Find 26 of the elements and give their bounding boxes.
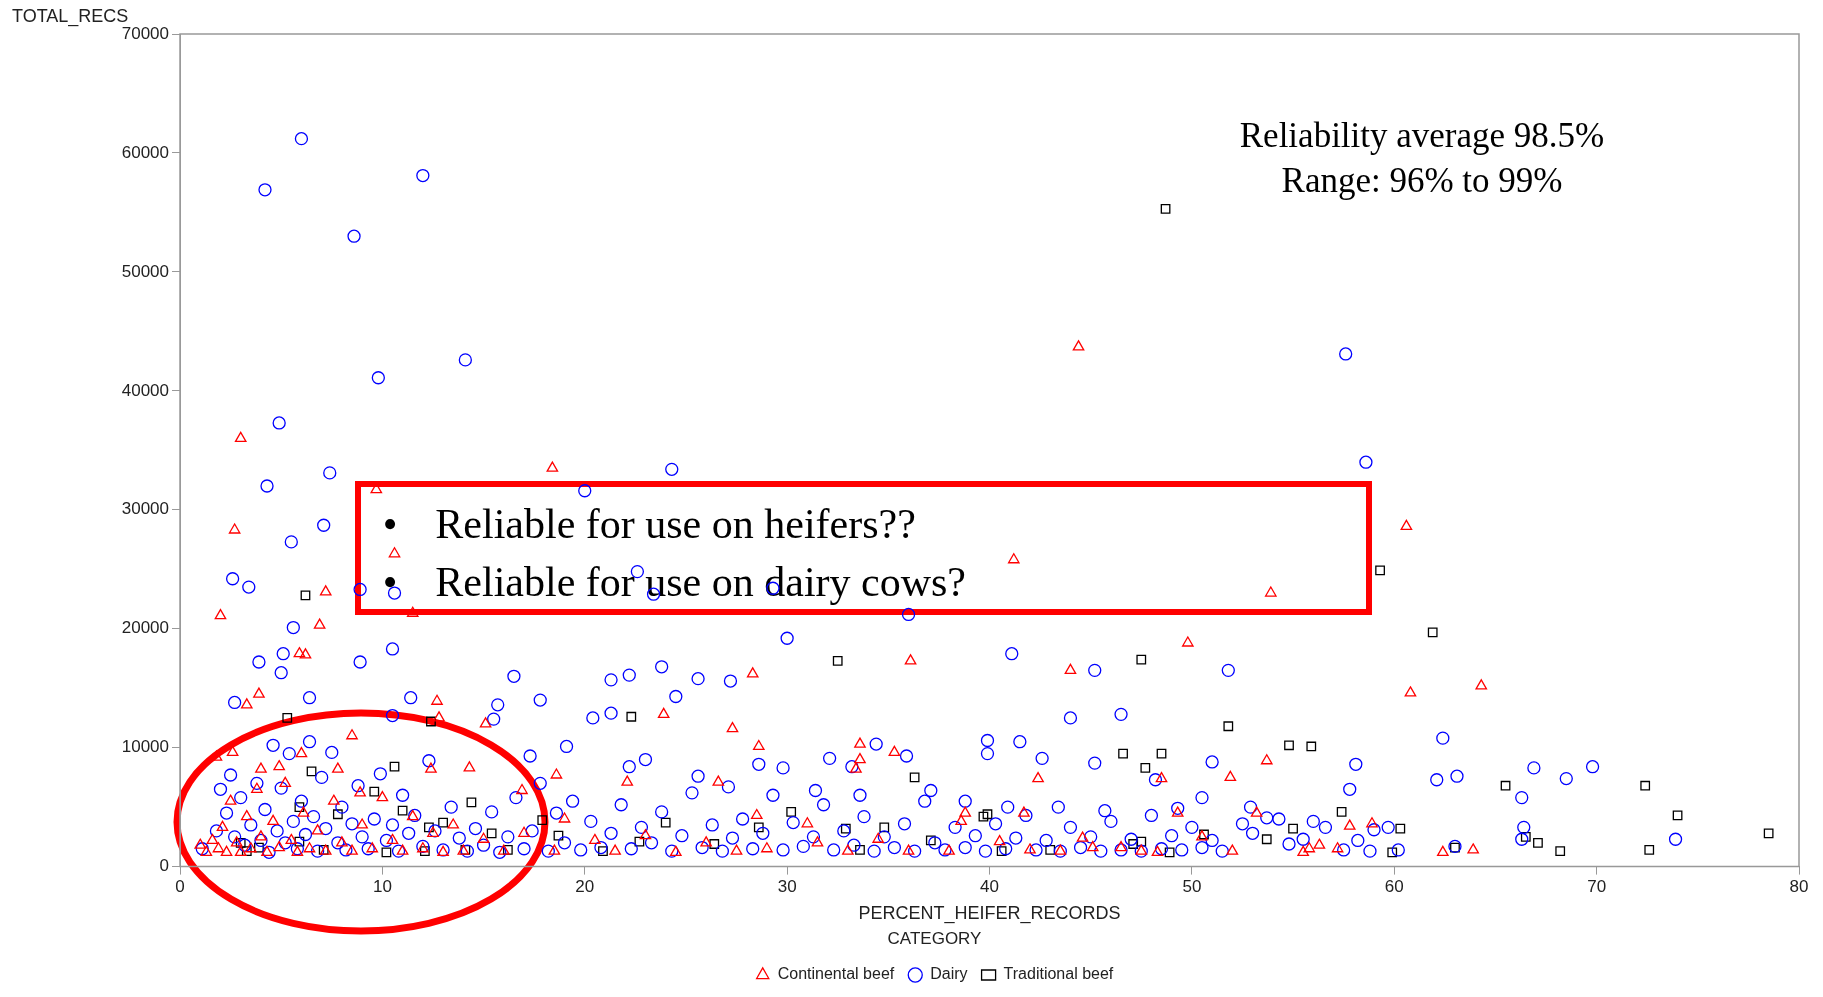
legend-label: Continental beef	[777, 965, 895, 983]
y-tick-label: 20000	[121, 618, 169, 638]
x-tick-label: 80	[1789, 877, 1809, 897]
x-tick-label: 30	[777, 877, 797, 897]
x-tick-label: 40	[980, 877, 999, 897]
legend-label: Dairy	[930, 965, 968, 983]
x-tick-label: 50	[1182, 877, 1202, 897]
y-tick-label: 30000	[121, 499, 169, 519]
y-tick-label: 0	[159, 856, 169, 876]
legend-title: CATEGORY	[887, 928, 982, 948]
annotation: Reliability average 98.5%	[1239, 115, 1605, 158]
x-tick-label: 10	[372, 877, 392, 897]
annotation: • Reliable for use on dairy cows?	[382, 558, 967, 608]
x-tick-label: 70	[1587, 877, 1607, 897]
y-tick-label: 40000	[121, 380, 169, 400]
callout-box: • Reliable for use on heifers?? • Reliable for use on dairy cows?	[354, 481, 1372, 616]
y-tick-label: 10000	[121, 737, 169, 757]
x-tick-label: 0	[175, 877, 185, 897]
annotation: Range: 96% to 99%	[1280, 160, 1564, 203]
x-tick-label: 60	[1384, 877, 1404, 897]
annotation: • Reliable for use on heifers??	[382, 500, 917, 550]
legend-label: Traditional beef	[1003, 965, 1114, 983]
x-axis-title: PERCENT_HEIFER_RECORDS	[858, 902, 1121, 924]
x-tick-label: 20	[575, 877, 595, 897]
y-tick-label: 50000	[121, 261, 169, 281]
y-tick-label: 60000	[121, 142, 169, 162]
